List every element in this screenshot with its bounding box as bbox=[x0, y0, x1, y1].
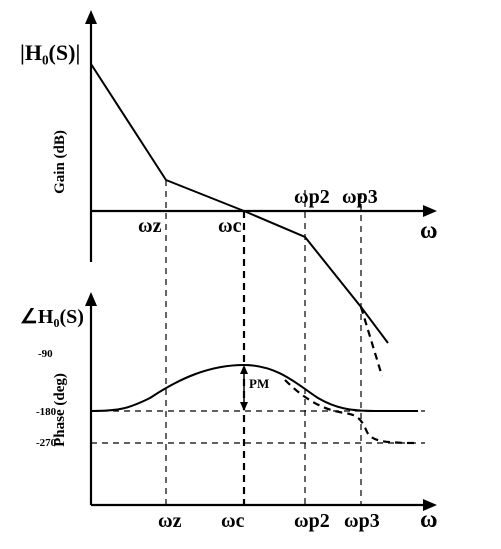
phase-marker-wc: ωc bbox=[221, 510, 245, 532]
phase-tick-minus270: -270 bbox=[36, 437, 57, 449]
pm-arrow-head-down bbox=[240, 402, 248, 411]
phase-plot: ∠H₀(S) Phase (deg) -90 -180 -270 PM ωz ω… bbox=[20, 292, 438, 533]
gain-marker-wc: ωc bbox=[218, 215, 242, 237]
phase-axis-label: Phase (deg) bbox=[52, 373, 68, 447]
gain-marker-wz: ωz bbox=[138, 215, 162, 237]
pm-arrow-head-up bbox=[240, 365, 248, 374]
gain-y-axis-arrow bbox=[85, 10, 97, 24]
phase-x-axis-arrow bbox=[423, 499, 437, 511]
pm-label: PM bbox=[249, 376, 269, 391]
gain-title: |H₀(S)| bbox=[20, 40, 80, 65]
gain-rolloff-steep bbox=[359, 306, 384, 377]
gain-rolloff-actual bbox=[360, 306, 389, 344]
phase-tick-minus90: -90 bbox=[38, 348, 53, 360]
gain-marker-wp2: ωp2 bbox=[294, 186, 330, 208]
phase-tick-minus180: -180 bbox=[36, 406, 57, 418]
phase-title: ∠H₀(S) bbox=[20, 306, 84, 328]
gain-axis-label: Gain (dB) bbox=[52, 130, 68, 194]
phase-marker-wz: ωz bbox=[158, 510, 182, 532]
phase-marker-wp3: ωp3 bbox=[344, 510, 380, 532]
phase-marker-wp2: ωp2 bbox=[294, 510, 330, 532]
frequency-guides bbox=[165, 180, 362, 505]
phase-x-symbol: ω bbox=[420, 507, 438, 533]
gain-marker-wp3: ωp3 bbox=[342, 186, 378, 208]
gain-x-symbol: ω bbox=[420, 218, 438, 244]
phase-y-axis-arrow bbox=[85, 292, 97, 306]
gain-x-axis-arrow bbox=[423, 205, 437, 217]
gain-plot: |H₀(S)| Gain (dB) ωz ωc ωp2 ωp3 ω bbox=[20, 10, 438, 377]
